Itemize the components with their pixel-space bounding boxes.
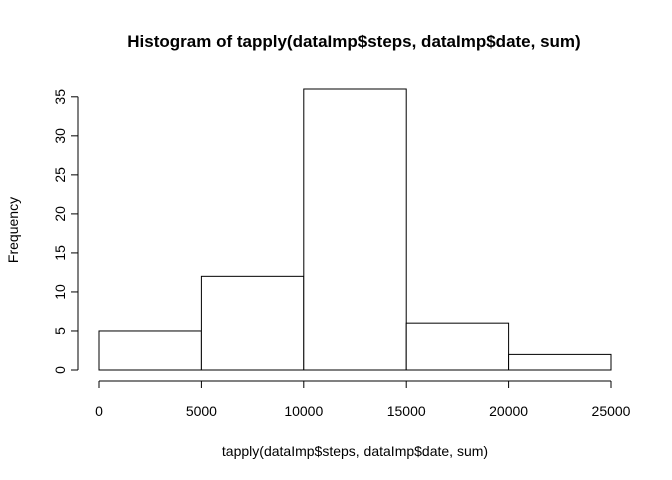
- y-tick-label: 5: [52, 327, 68, 335]
- y-tick-label: 15: [52, 245, 68, 261]
- histogram-bar-2: [200, 275, 305, 371]
- x-tick-label: 10000: [284, 403, 323, 419]
- y-tick-label: 20: [52, 206, 68, 222]
- y-tick-label: 25: [52, 167, 68, 183]
- histogram-bar-1: [98, 330, 202, 371]
- histogram-bar-3: [303, 88, 407, 371]
- histogram-bar-5: [508, 353, 612, 371]
- x-tick-label: 5000: [186, 403, 217, 419]
- x-axis: 0 5000 10000 15000 20000 25000: [95, 380, 631, 419]
- y-tick-label: 10: [52, 284, 68, 300]
- x-axis-label: tapply(dataImp$steps, dataImp$date, sum): [222, 443, 488, 459]
- histogram-bar-4: [405, 322, 510, 371]
- bars-group: [98, 88, 612, 371]
- x-tick-label: 20000: [489, 403, 528, 419]
- y-tick-label: 0: [52, 366, 68, 374]
- y-axis: 0 5 10 15 20 25 30 35: [52, 89, 79, 374]
- y-tick-label: 30: [52, 128, 68, 144]
- y-axis-label: Frequency: [5, 197, 21, 263]
- x-tick-label: 0: [95, 403, 103, 419]
- x-tick-label: 25000: [592, 403, 631, 419]
- chart-title: Histogram of tapply(dataImp$steps, dataI…: [127, 32, 580, 51]
- y-tick-label: 35: [52, 89, 68, 105]
- x-tick-label: 15000: [387, 403, 426, 419]
